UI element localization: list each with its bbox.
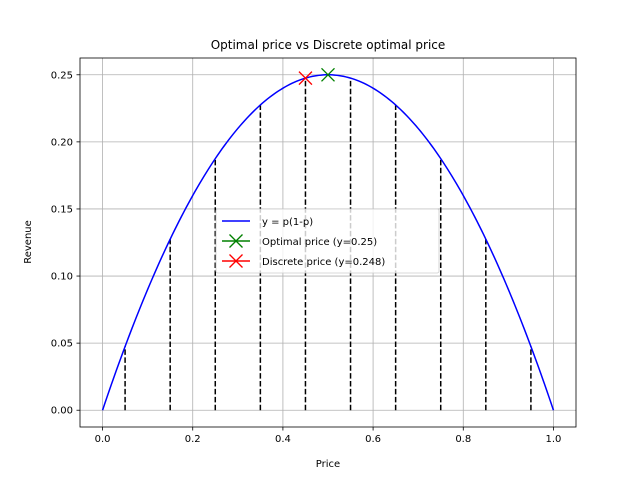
y-tick-label: 0.10 — [51, 272, 73, 283]
discrete-price-marker — [298, 71, 313, 86]
x-axis-label: Price — [316, 459, 340, 470]
y-tick-label: 0.00 — [51, 406, 73, 417]
legend-marker-swatch — [229, 254, 243, 268]
x-tick-label: 0.0 — [95, 434, 111, 445]
legend-label: Optimal price (y=0.25) — [262, 237, 377, 248]
y-tick-label: 0.20 — [51, 137, 73, 148]
optimal-price-marker — [321, 67, 335, 82]
y-axis-label: Revenue — [23, 220, 34, 264]
chart-title: Optimal price vs Discrete optimal price — [211, 38, 446, 52]
plot-frame — [79, 57, 577, 428]
x-tick-label: 0.8 — [455, 434, 471, 445]
x-tick-label: 0.6 — [365, 434, 381, 445]
y-tick-label: 0.15 — [51, 204, 73, 215]
legend-label: y = p(1-p) — [262, 217, 313, 228]
x-tick-label: 0.4 — [275, 434, 291, 445]
x-tick-label: 0.2 — [185, 434, 201, 445]
legend: y = p(1-p) Optimal price (y=0.25) Discrete… — [215, 208, 440, 274]
y-tick-label: 0.05 — [51, 339, 73, 350]
legend-box — [215, 208, 440, 274]
y-tick-label: 0.25 — [51, 70, 73, 81]
series — [101, 67, 555, 411]
legend-label: Discrete price (y=0.248) — [262, 257, 385, 268]
axis-ticks: 0.0 0.2 0.4 0.6 0.8 1.0 0.00 0.05 0.10 0.15 0.20 0.… — [51, 70, 562, 445]
x-tick-label: 1.0 — [546, 434, 562, 445]
legend-marker-swatch — [229, 234, 243, 248]
